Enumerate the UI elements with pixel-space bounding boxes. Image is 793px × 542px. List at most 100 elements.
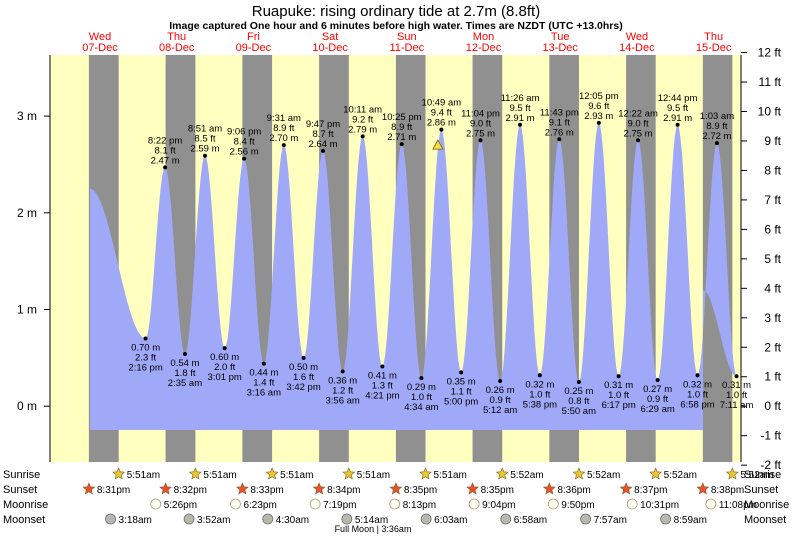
low-tide-label: 5:00 pm — [444, 396, 478, 407]
day-of-week: Thu — [167, 31, 186, 43]
moonrise-icon — [230, 498, 241, 510]
low-tide-label: 0.32 m — [683, 379, 712, 390]
day-of-week: Sun — [397, 31, 417, 43]
sunset-time: 8:32pm — [174, 485, 207, 496]
sunrise-time: 5:51am — [127, 470, 160, 481]
sunrise-time: 5:51am — [203, 470, 236, 481]
low-tide-label: 0.27 m — [643, 384, 672, 395]
moonrise-row-label-right: Moonrise — [744, 499, 789, 511]
sunset-icon — [82, 482, 96, 495]
high-tide-label: 9.6 ft — [588, 101, 609, 112]
low-tide-label: 5:12 am — [483, 405, 517, 416]
low-tide-point — [143, 336, 148, 341]
moonset-time: 3:52am — [197, 515, 230, 526]
high-tide-label: 11:43 pm — [540, 107, 579, 118]
moonrise-icon — [547, 498, 559, 510]
moonrise-icon — [150, 498, 162, 510]
moonrise-icon — [705, 498, 717, 510]
low-tide-label: 3:01 pm — [208, 372, 242, 383]
high-tide-label: 2.91 m — [663, 113, 692, 124]
day-date: 12-Dec — [466, 42, 502, 54]
high-tide-label: 10:49 am — [422, 98, 462, 109]
low-tide-point — [695, 373, 700, 378]
day-of-week: Sat — [322, 31, 339, 43]
high-tide-label: 8.1 ft — [155, 145, 176, 156]
sunrise-icon — [342, 467, 356, 480]
low-tide-point — [498, 379, 503, 384]
right-tick-label: 1 ft — [764, 370, 781, 384]
moonrise-time: 10:31pm — [640, 500, 679, 511]
low-tide-label: 1.6 ft — [293, 372, 314, 383]
high-tide-label: 2.75 m — [466, 128, 495, 139]
high-tide-point — [478, 138, 483, 143]
low-tide-label: 0.70 m — [131, 343, 160, 354]
high-tide-label: 2.76 m — [545, 127, 574, 138]
day-of-week: Mon — [473, 31, 494, 43]
high-tide-label: 9.2 ft — [352, 114, 373, 125]
low-tide-label: 0.9 ft — [647, 394, 668, 405]
high-tide-label: 2.79 m — [348, 124, 377, 135]
high-tide-point — [675, 122, 680, 127]
high-tide-label: 8:22 pm — [148, 135, 182, 146]
low-tide-point — [459, 370, 464, 375]
low-tide-point — [261, 361, 266, 366]
low-tide-point — [537, 373, 542, 378]
moonset-time: 6:03am — [434, 515, 467, 526]
high-tide-label: 2.56 m — [230, 147, 259, 158]
low-tide-label: 0.50 m — [289, 362, 318, 373]
high-tide-point — [714, 141, 719, 146]
astro-rows: Sunrise Sunrise Sunset Sunset Moonrise Moonri… — [3, 467, 789, 526]
day-date: 13-Dec — [542, 42, 578, 54]
right-tick-label: -1 ft — [760, 429, 781, 443]
sunrise-time: 5:52am — [510, 470, 543, 481]
moonset-row-label-right: Moonset — [744, 514, 786, 526]
low-tide-point — [380, 364, 385, 369]
day-date: 08-Dec — [159, 42, 195, 54]
high-tide-label: 9:31 am — [267, 113, 301, 124]
right-tick-label: 6 ft — [764, 222, 781, 236]
moonset-icon — [105, 513, 116, 525]
sunrise-row-label-left: Sunrise — [3, 469, 40, 481]
day-of-week: Thu — [704, 31, 723, 43]
high-tide-label: 11:04 pm — [461, 108, 500, 119]
sunset-icon — [466, 482, 480, 495]
moonset-icon — [420, 513, 432, 525]
sunrise-row-label-right: Sunrise — [744, 469, 781, 481]
high-tide-label: 9.5 ft — [509, 103, 530, 114]
high-tide-label: 12:44 pm — [658, 93, 698, 104]
chart-subtitle: Image captured One hour and 6 minutes be… — [169, 20, 622, 32]
low-tide-label: 1.0 ft — [411, 392, 432, 403]
low-tide-label: 2.3 ft — [135, 353, 156, 364]
low-tide-label: 1.0 ft — [687, 389, 708, 400]
high-tide-label: 9.4 ft — [431, 108, 452, 119]
low-tide-label: 7:11 am — [720, 400, 754, 411]
moonset-time: 5:14am — [355, 515, 388, 526]
sunset-icon — [159, 482, 173, 495]
low-tide-label: 2.0 ft — [214, 362, 235, 373]
moonrise-icon — [626, 498, 638, 510]
moonset-time: 6:58am — [514, 515, 547, 526]
right-tick-label: 2 ft — [764, 340, 781, 354]
day-of-week: Wed — [626, 31, 648, 43]
moonset-icon — [580, 513, 592, 525]
right-tick-label: 10 ft — [758, 105, 782, 119]
high-tide-label: 10:11 am — [343, 104, 382, 115]
high-tide-label: 9:06 pm — [227, 127, 261, 138]
day-labels: Wed07-DecThu08-DecFri09-DecSat10-DecSun1… — [82, 31, 732, 54]
moonset-icon — [660, 513, 672, 525]
day-of-week: Tue — [551, 31, 570, 43]
low-tide-point — [616, 374, 621, 379]
high-tide-point — [596, 120, 601, 125]
low-tide-label: 0.36 m — [328, 375, 357, 386]
high-tide-point — [399, 142, 404, 147]
high-tide-point — [281, 143, 286, 148]
high-tide-label: 12:05 pm — [579, 91, 619, 102]
low-tide-label: 0.29 m — [407, 382, 436, 393]
sunset-row-label-right: Sunset — [744, 484, 778, 496]
moonset-icon — [341, 513, 353, 525]
low-tide-point — [340, 369, 345, 374]
high-tide-label: 2.59 m — [190, 144, 219, 155]
high-tide-label: 2.93 m — [584, 111, 613, 122]
low-tide-point — [222, 346, 227, 351]
day-date: 15-Dec — [696, 42, 732, 54]
